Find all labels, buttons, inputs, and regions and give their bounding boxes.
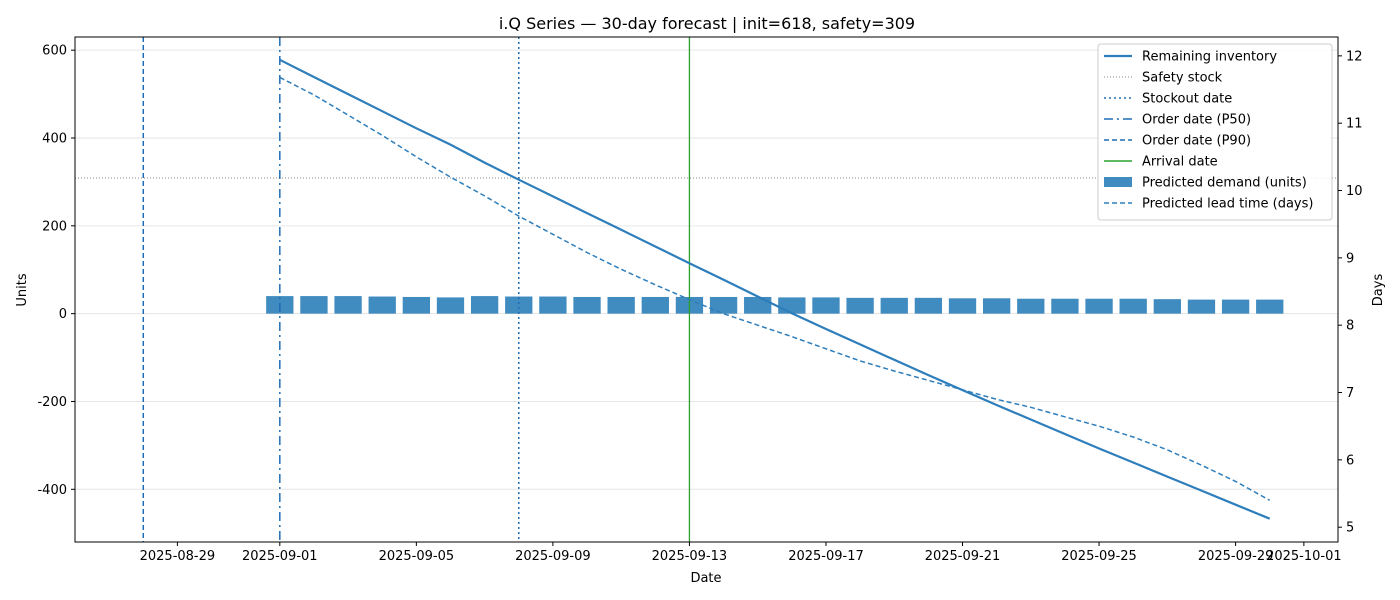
x-tick-label: 2025-09-21 — [925, 549, 1001, 564]
demand-bar — [641, 296, 669, 314]
demand-bar — [778, 297, 806, 314]
y-tick-label: -400 — [37, 483, 67, 498]
y2-tick-label: 12 — [1346, 49, 1363, 64]
legend-label: Arrival date — [1142, 155, 1218, 170]
x-tick-label: 2025-09-01 — [242, 549, 318, 564]
x-tick-label: 2025-09-13 — [652, 549, 728, 564]
series-lines — [279, 58, 1271, 520]
x-tick-label: 2025-09-17 — [788, 549, 864, 564]
demand-bar — [334, 296, 362, 314]
y2-tick-label: 8 — [1346, 319, 1354, 334]
y2-tick-label: 7 — [1346, 386, 1354, 401]
legend-label: Predicted lead time (days) — [1142, 197, 1313, 212]
demand-bar — [505, 296, 533, 314]
demand-bar — [368, 296, 396, 314]
legend-label: Predicted demand (units) — [1142, 176, 1307, 191]
y2-tick-label: 10 — [1346, 184, 1363, 199]
chart-title: i.Q Series — 30-day forecast | init=618,… — [499, 14, 915, 33]
legend-swatch — [1104, 177, 1132, 187]
x-tick-label: 2025-09-09 — [515, 549, 591, 564]
y2-tick-label: 5 — [1346, 521, 1354, 536]
demand-bar — [1221, 299, 1250, 314]
demand-bar — [744, 296, 772, 314]
legend-label: Order date (P50) — [1142, 113, 1251, 128]
y2-tick-label: 9 — [1346, 251, 1354, 266]
legend-box — [1097, 43, 1333, 221]
demand-bar — [948, 298, 977, 314]
demand-bar — [914, 297, 943, 314]
demand-bar — [539, 296, 567, 314]
demand-bar — [1153, 299, 1181, 314]
legend-label: Safety stock — [1142, 71, 1223, 86]
x-tick-label: 2025-09-29 — [1198, 549, 1274, 564]
demand-bar — [470, 296, 499, 314]
y2-axis-title: Days — [1371, 274, 1386, 307]
demand-bar — [1085, 298, 1113, 314]
demand-bar — [812, 297, 840, 314]
date-markers — [142, 37, 691, 542]
x-tick-label: 2025-10-01 — [1266, 549, 1342, 564]
y-tick-label: 0 — [59, 307, 67, 322]
y-axis-left: -400 -200 0 200 400 600 — [37, 44, 75, 498]
demand-bar — [846, 297, 874, 314]
x-axis: 2025-08-29 2025-09-01 2025-09-05 2025-09-09… — [140, 542, 1342, 564]
legend: Remaining inventory Safety stock Stockout … — [1097, 43, 1333, 221]
x-tick-label: 2025-08-29 — [140, 549, 216, 564]
y-axis-right: 5 6 7 8 9 10 11 12 — [1338, 49, 1363, 536]
demand-bars — [266, 296, 1284, 314]
legend-label: Stockout date — [1142, 92, 1232, 107]
demand-bar — [402, 296, 431, 314]
demand-bar — [1256, 299, 1284, 314]
demand-bar — [982, 298, 1011, 314]
legend-label: Remaining inventory — [1142, 50, 1277, 65]
y2-tick-label: 6 — [1346, 453, 1354, 468]
x-tick-label: 2025-09-25 — [1061, 549, 1137, 564]
x-tick-label: 2025-09-05 — [379, 549, 455, 564]
inventory-line — [279, 58, 1271, 520]
y-tick-label: 600 — [42, 44, 67, 59]
plot-frame — [74, 36, 1339, 543]
demand-bar — [1187, 299, 1216, 314]
demand-bar — [1017, 298, 1045, 314]
y2-tick-label: 11 — [1346, 117, 1363, 132]
demand-bar — [573, 296, 601, 314]
y-axis-title: Units — [15, 273, 30, 306]
demand-bar — [1051, 298, 1079, 314]
y-tick-label: -200 — [37, 395, 67, 410]
x-axis-title: Date — [690, 571, 721, 586]
y-tick-label: 200 — [42, 219, 67, 234]
demand-bar — [436, 297, 465, 314]
demand-bar — [709, 296, 738, 314]
demand-bar — [880, 297, 908, 314]
demand-bar — [300, 296, 328, 314]
demand-bar — [1119, 298, 1147, 314]
y-tick-label: 400 — [42, 132, 67, 147]
legend-label: Order date (P90) — [1142, 134, 1251, 149]
demand-bar — [607, 296, 635, 314]
